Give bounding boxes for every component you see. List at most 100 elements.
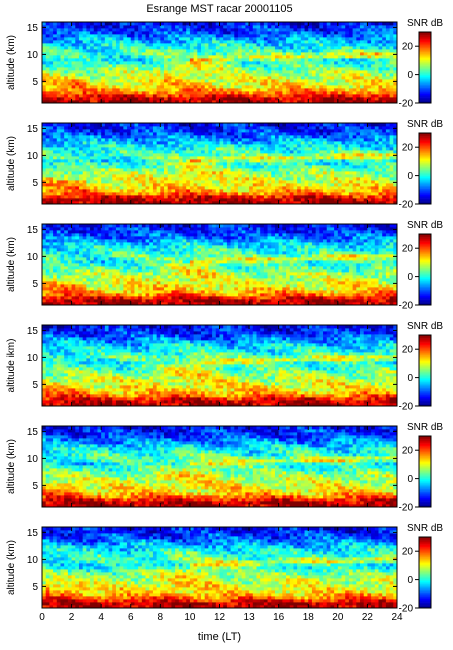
- heatmap-cell: [75, 94, 79, 97]
- heatmap-cell: [308, 156, 312, 159]
- heatmap-cell: [57, 79, 61, 82]
- heatmap-cell: [75, 156, 79, 159]
- heatmap-cell: [282, 123, 286, 126]
- heatmap-cell: [171, 153, 175, 156]
- heatmap-cell: [227, 180, 231, 183]
- heatmap-cell: [290, 79, 294, 82]
- heatmap-cell: [94, 126, 98, 129]
- heatmap-cell: [153, 156, 157, 159]
- heatmap-cell: [364, 88, 368, 91]
- heatmap-cell: [205, 141, 209, 144]
- heatmap-cell: [68, 141, 72, 144]
- heatmap-cell: [90, 165, 94, 168]
- heatmap-cell: [112, 150, 116, 153]
- heatmap-cell: [190, 144, 194, 147]
- heatmap-cell: [330, 22, 334, 25]
- heatmap-cell: [279, 198, 283, 201]
- heatmap-cell: [264, 159, 268, 162]
- heatmap-cell: [268, 58, 272, 61]
- heatmap-cell: [134, 28, 138, 31]
- heatmap-cell: [197, 34, 201, 37]
- heatmap-cell: [146, 126, 150, 129]
- heatmap-cell: [349, 195, 353, 198]
- heatmap-cell: [342, 144, 346, 147]
- heatmap-cell: [353, 52, 357, 55]
- heatmap-cell: [308, 58, 312, 61]
- heatmap-cell: [123, 156, 127, 159]
- heatmap-cell: [238, 168, 242, 171]
- heatmap-cell: [116, 76, 120, 79]
- heatmap-cell: [279, 189, 283, 192]
- heatmap-cell: [330, 73, 334, 76]
- heatmap-cell: [171, 180, 175, 183]
- heatmap-cell: [83, 79, 87, 82]
- heatmap-cell: [231, 177, 235, 180]
- heatmap-cell: [97, 162, 101, 165]
- heatmap-cell: [268, 147, 272, 150]
- heatmap-cell: [227, 183, 231, 186]
- heatmap-cell: [127, 94, 131, 97]
- heatmap-cell: [105, 192, 109, 195]
- heatmap-cell: [149, 180, 153, 183]
- heatmap-cell: [349, 150, 353, 153]
- heatmap-cell: [220, 129, 224, 132]
- heatmap-cell: [205, 82, 209, 85]
- heatmap-cell: [146, 165, 150, 168]
- heatmap-cell: [53, 52, 57, 55]
- heatmap-cell: [157, 153, 161, 156]
- heatmap-cell: [264, 183, 268, 186]
- heatmap-cell: [127, 73, 131, 76]
- heatmap-cell: [327, 168, 331, 171]
- heatmap-cell: [190, 85, 194, 88]
- heatmap-cell: [164, 177, 168, 180]
- heatmap-cell: [64, 25, 68, 28]
- heatmap-cell: [323, 147, 327, 150]
- heatmap-cell: [286, 43, 290, 46]
- heatmap-cell: [253, 159, 257, 162]
- heatmap-cell: [46, 85, 50, 88]
- heatmap-cell: [97, 129, 101, 132]
- heatmap-cell: [72, 82, 76, 85]
- heatmap-cell: [60, 64, 64, 67]
- heatmap-cell: [312, 192, 316, 195]
- heatmap-cell: [220, 43, 224, 46]
- heatmap-cell: [245, 144, 249, 147]
- heatmap-cell: [338, 156, 342, 159]
- heatmap-cell: [183, 192, 187, 195]
- heatmap-cell: [112, 180, 116, 183]
- heatmap-cell: [42, 55, 46, 58]
- heatmap-cell: [94, 94, 98, 97]
- heatmap-cell: [175, 34, 179, 37]
- heatmap-cell: [97, 150, 101, 153]
- heatmap-cell: [330, 31, 334, 34]
- heatmap-cell: [342, 64, 346, 67]
- heatmap-cell: [90, 135, 94, 138]
- heatmap-cell: [42, 88, 46, 91]
- heatmap-cell: [338, 67, 342, 70]
- heatmap-cell: [208, 70, 212, 73]
- heatmap-cell: [316, 189, 320, 192]
- heatmap-cell: [175, 58, 179, 61]
- heatmap-cell: [183, 52, 187, 55]
- heatmap-cell: [168, 49, 172, 52]
- heatmap-cell: [305, 70, 309, 73]
- heatmap-cell: [142, 91, 146, 94]
- heatmap-cell: [371, 34, 375, 37]
- heatmap-cell: [253, 67, 257, 70]
- heatmap-cell: [223, 61, 227, 64]
- heatmap-cell: [153, 183, 157, 186]
- heatmap-cell: [297, 132, 301, 135]
- heatmap-cell: [290, 67, 294, 70]
- heatmap-cell: [127, 58, 131, 61]
- heatmap-cell: [123, 126, 127, 129]
- heatmap-cell: [305, 55, 309, 58]
- heatmap-cell: [190, 189, 194, 192]
- heatmap-cell: [127, 186, 131, 189]
- heatmap-cell: [330, 76, 334, 79]
- heatmap-cell: [382, 70, 386, 73]
- heatmap-cell: [186, 174, 190, 177]
- heatmap-cell: [194, 177, 198, 180]
- heatmap-cell: [264, 37, 268, 40]
- heatmap-cell: [253, 147, 257, 150]
- heatmap-cell: [360, 79, 364, 82]
